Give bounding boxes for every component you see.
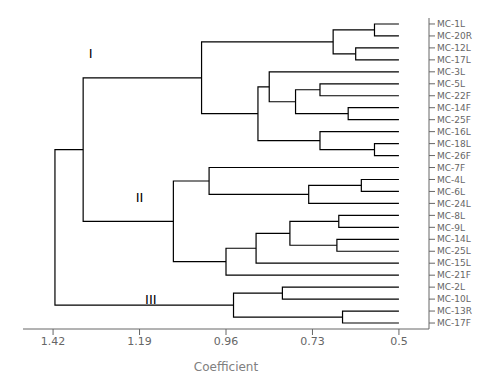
svg-text:MC-17F: MC-17F	[437, 318, 471, 328]
svg-text:MC-22F: MC-22F	[437, 91, 471, 101]
svg-text:1.42: 1.42	[41, 335, 66, 348]
svg-text:MC-6L: MC-6L	[437, 187, 465, 197]
svg-text:MC-5L: MC-5L	[437, 79, 465, 89]
svg-text:MC-3L: MC-3L	[437, 67, 465, 77]
svg-text:MC-12L: MC-12L	[437, 43, 471, 53]
svg-text:MC-24L: MC-24L	[437, 199, 471, 209]
svg-text:0.96: 0.96	[214, 335, 239, 348]
svg-text:MC-9L: MC-9L	[437, 223, 465, 233]
svg-text:MC-25F: MC-25F	[437, 115, 471, 125]
svg-text:MC-17L: MC-17L	[437, 55, 471, 65]
svg-text:MC-1L: MC-1L	[437, 19, 465, 29]
svg-text:MC-21F: MC-21F	[437, 270, 471, 280]
svg-text:Coefficient: Coefficient	[194, 360, 259, 374]
svg-text:MC-2L: MC-2L	[437, 282, 465, 292]
svg-text:MC-18L: MC-18L	[437, 139, 471, 149]
svg-text:0.5: 0.5	[390, 335, 408, 348]
svg-text:MC-15L: MC-15L	[437, 258, 471, 268]
svg-text:MC-14L: MC-14L	[437, 234, 471, 244]
svg-text:MC-25L: MC-25L	[437, 246, 471, 256]
svg-text:I: I	[89, 46, 93, 61]
svg-text:MC-14F: MC-14F	[437, 103, 471, 113]
svg-text:MC-7F: MC-7F	[437, 163, 465, 173]
svg-text:MC-8L: MC-8L	[437, 211, 465, 221]
svg-text:0.73: 0.73	[300, 335, 325, 348]
svg-text:MC-4L: MC-4L	[437, 175, 465, 185]
svg-text:MC-20R: MC-20R	[437, 31, 472, 41]
svg-text:MC-16L: MC-16L	[437, 127, 471, 137]
svg-text:III: III	[145, 292, 157, 307]
svg-text:II: II	[136, 190, 144, 205]
svg-text:1.19: 1.19	[127, 335, 152, 348]
svg-text:MC-10L: MC-10L	[437, 294, 471, 304]
svg-text:MC-26F: MC-26F	[437, 151, 471, 161]
svg-text:MC-13R: MC-13R	[437, 306, 472, 316]
